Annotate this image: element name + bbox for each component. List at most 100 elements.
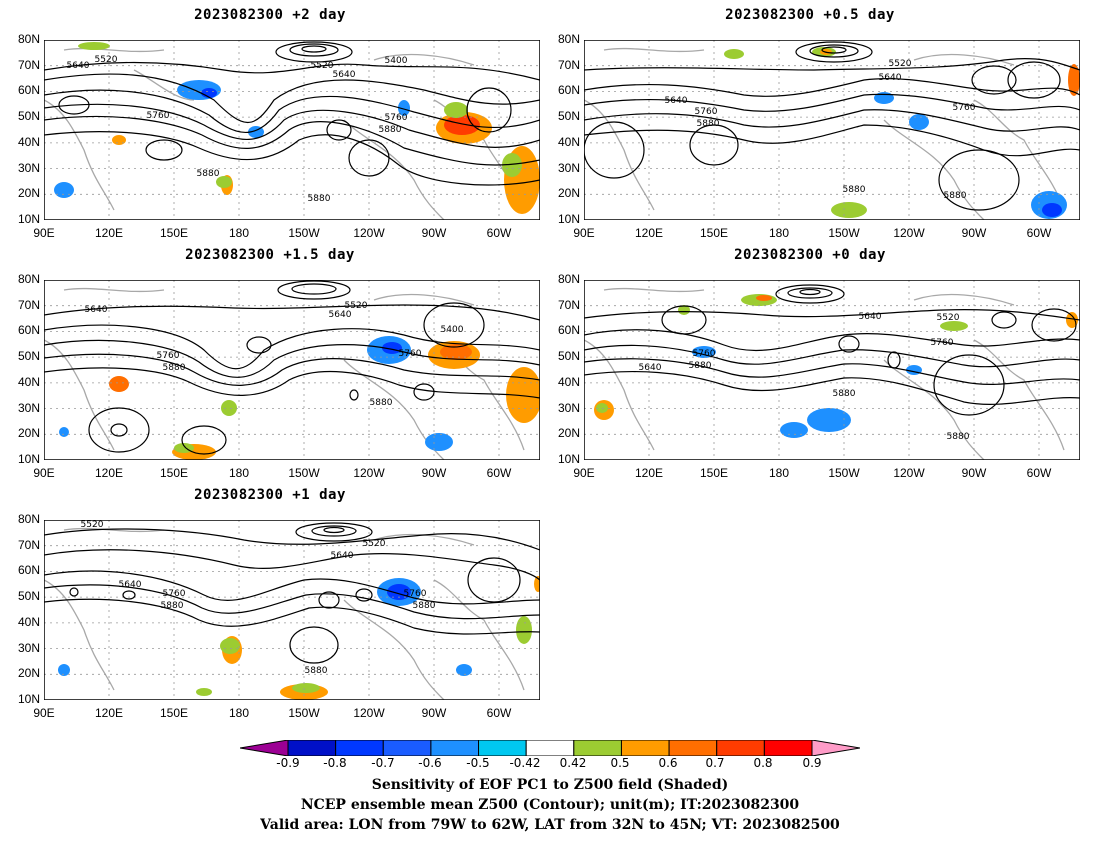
lat-label: 60N — [557, 83, 580, 97]
grid — [44, 520, 540, 700]
contour-label: 5880 — [370, 398, 393, 408]
colorbar-swatch — [620, 740, 670, 756]
lon-label: 150E — [159, 706, 189, 720]
lon-label: 90E — [573, 466, 595, 480]
contour-labels: 5640 5520 5520 5640 5400 5760 5760 5880 … — [67, 55, 408, 204]
lon-label: 90E — [33, 706, 55, 720]
contour-label: 5880 — [947, 432, 970, 442]
lon-label: 120E — [94, 226, 124, 240]
lat-label: 30N — [17, 401, 40, 415]
shading — [58, 576, 540, 700]
lon-label: 120W — [353, 466, 385, 480]
lon-label: 120E — [94, 706, 124, 720]
lat-label: 60N — [17, 563, 40, 577]
lon-label: 120W — [353, 226, 385, 240]
lon-label: 150E — [159, 466, 189, 480]
contour-label: 5880 — [689, 361, 712, 371]
contour-label: 5640 — [639, 363, 662, 373]
lat-label: 80N — [17, 272, 40, 286]
panel-title: 2023082300 +0 day — [734, 247, 886, 263]
panel-title: 2023082300 +0.5 day — [725, 7, 895, 23]
lat-label: 20N — [17, 186, 40, 200]
lat-label: 20N — [557, 426, 580, 440]
panel-title: 2023082300 +1 day — [194, 487, 346, 503]
contour-label: 5880 — [379, 125, 402, 135]
lon-label: 60W — [1026, 466, 1052, 480]
grid — [44, 40, 540, 220]
contours — [584, 41, 1080, 211]
colorbar-high-triangle — [811, 740, 860, 756]
contour-label: 5640 — [67, 61, 90, 71]
coastline — [44, 47, 525, 220]
lat-label: 10N — [557, 452, 580, 466]
contour-label: 5760 — [163, 589, 186, 599]
lon-label: 90W — [961, 226, 987, 240]
contour-label: 5880 — [697, 119, 720, 129]
lat-label: 40N — [17, 615, 40, 629]
colorbar-tick-label: 0.9 — [802, 756, 822, 770]
colorbar-tick-label: -0.6 — [418, 756, 442, 770]
lon-label: 150W — [288, 226, 320, 240]
contour-labels: 5640 5520 5640 5400 5760 5760 5880 5880 — [85, 301, 464, 408]
contour-label: 5640 — [119, 580, 142, 590]
lon-label: 90W — [421, 706, 447, 720]
lon-label: 120E — [634, 226, 664, 240]
lon-label: 180 — [228, 226, 250, 240]
lat-label: 50N — [557, 109, 580, 123]
panel-title: 2023082300 +2 day — [194, 7, 346, 23]
contours — [584, 284, 1080, 416]
contour-label: 5760 — [953, 103, 976, 113]
contour-label: 5520 — [345, 301, 368, 311]
contour-label: 5640 — [85, 305, 108, 315]
colorbar-swatch — [478, 740, 527, 756]
contour-label: 5760 — [157, 351, 180, 361]
lat-label: 80N — [557, 32, 580, 46]
colorbar-low-triangle — [240, 740, 289, 756]
contour-label: 5760 — [147, 111, 170, 121]
contour-label: 5520 — [95, 55, 118, 65]
lat-label: 30N — [557, 161, 580, 175]
lat-label: 50N — [557, 349, 580, 363]
lon-label: 150W — [288, 466, 320, 480]
contour-label: 5520 — [937, 313, 960, 323]
lon-label: 120W — [353, 706, 385, 720]
lat-label: 50N — [17, 349, 40, 363]
colorbar-swatch — [716, 740, 765, 756]
contour-label: 5880 — [413, 601, 436, 611]
lat-label: 10N — [17, 452, 40, 466]
lat-label: 70N — [17, 298, 40, 312]
lat-label: 40N — [17, 375, 40, 389]
lat-label: 60N — [17, 83, 40, 97]
lon-label: 180 — [768, 466, 790, 480]
lat-label: 50N — [17, 589, 40, 603]
lon-label: 150E — [699, 226, 729, 240]
lat-label: 70N — [557, 298, 580, 312]
contours — [44, 522, 540, 664]
lon-label: 120E — [634, 466, 664, 480]
contour-label: 5880 — [197, 169, 220, 179]
lon-label: 120E — [94, 466, 124, 480]
panel-title: 2023082300 +1.5 day — [185, 247, 355, 263]
lat-label: 80N — [557, 272, 580, 286]
colorbar-tick-label: -0.9 — [276, 756, 300, 770]
contour-labels: 5520 5520 5640 5640 5760 5760 5880 5880 … — [81, 520, 436, 676]
caption-line-2: NCEP ensemble mean Z500 (Contour); unit(… — [300, 797, 800, 813]
map-plot: 5520 5520 5640 5640 5760 5760 5880 5880 … — [44, 520, 540, 700]
map-panel-plus1day: 2023082300 +1 day 80N 70N 60N 50N 40N 30… — [0, 480, 540, 720]
contour-label: 5760 — [695, 107, 718, 117]
colorbar-swatch — [382, 740, 432, 756]
colorbar-tick-label: -0.42 — [509, 756, 541, 770]
lon-label: 150W — [828, 466, 860, 480]
contour-label: 5520 — [363, 539, 386, 549]
lat-label: 20N — [17, 426, 40, 440]
map-panel-plus0-5day: 2023082300 +0.5 day 80N 70N 60N 50N 40N … — [540, 0, 1080, 240]
lon-label: 180 — [228, 706, 250, 720]
lat-label: 10N — [17, 212, 40, 226]
colorbar-swatch — [525, 740, 575, 756]
colorbar: -0.9 -0.8 -0.7 -0.6 -0.5 -0.42 0.42 0.5 … — [240, 740, 860, 780]
lat-label: 40N — [557, 135, 580, 149]
colorbar-tick-label: -0.8 — [323, 756, 347, 770]
lon-label: 60W — [1026, 226, 1052, 240]
lat-label: 70N — [557, 58, 580, 72]
lon-label: 120W — [893, 466, 925, 480]
